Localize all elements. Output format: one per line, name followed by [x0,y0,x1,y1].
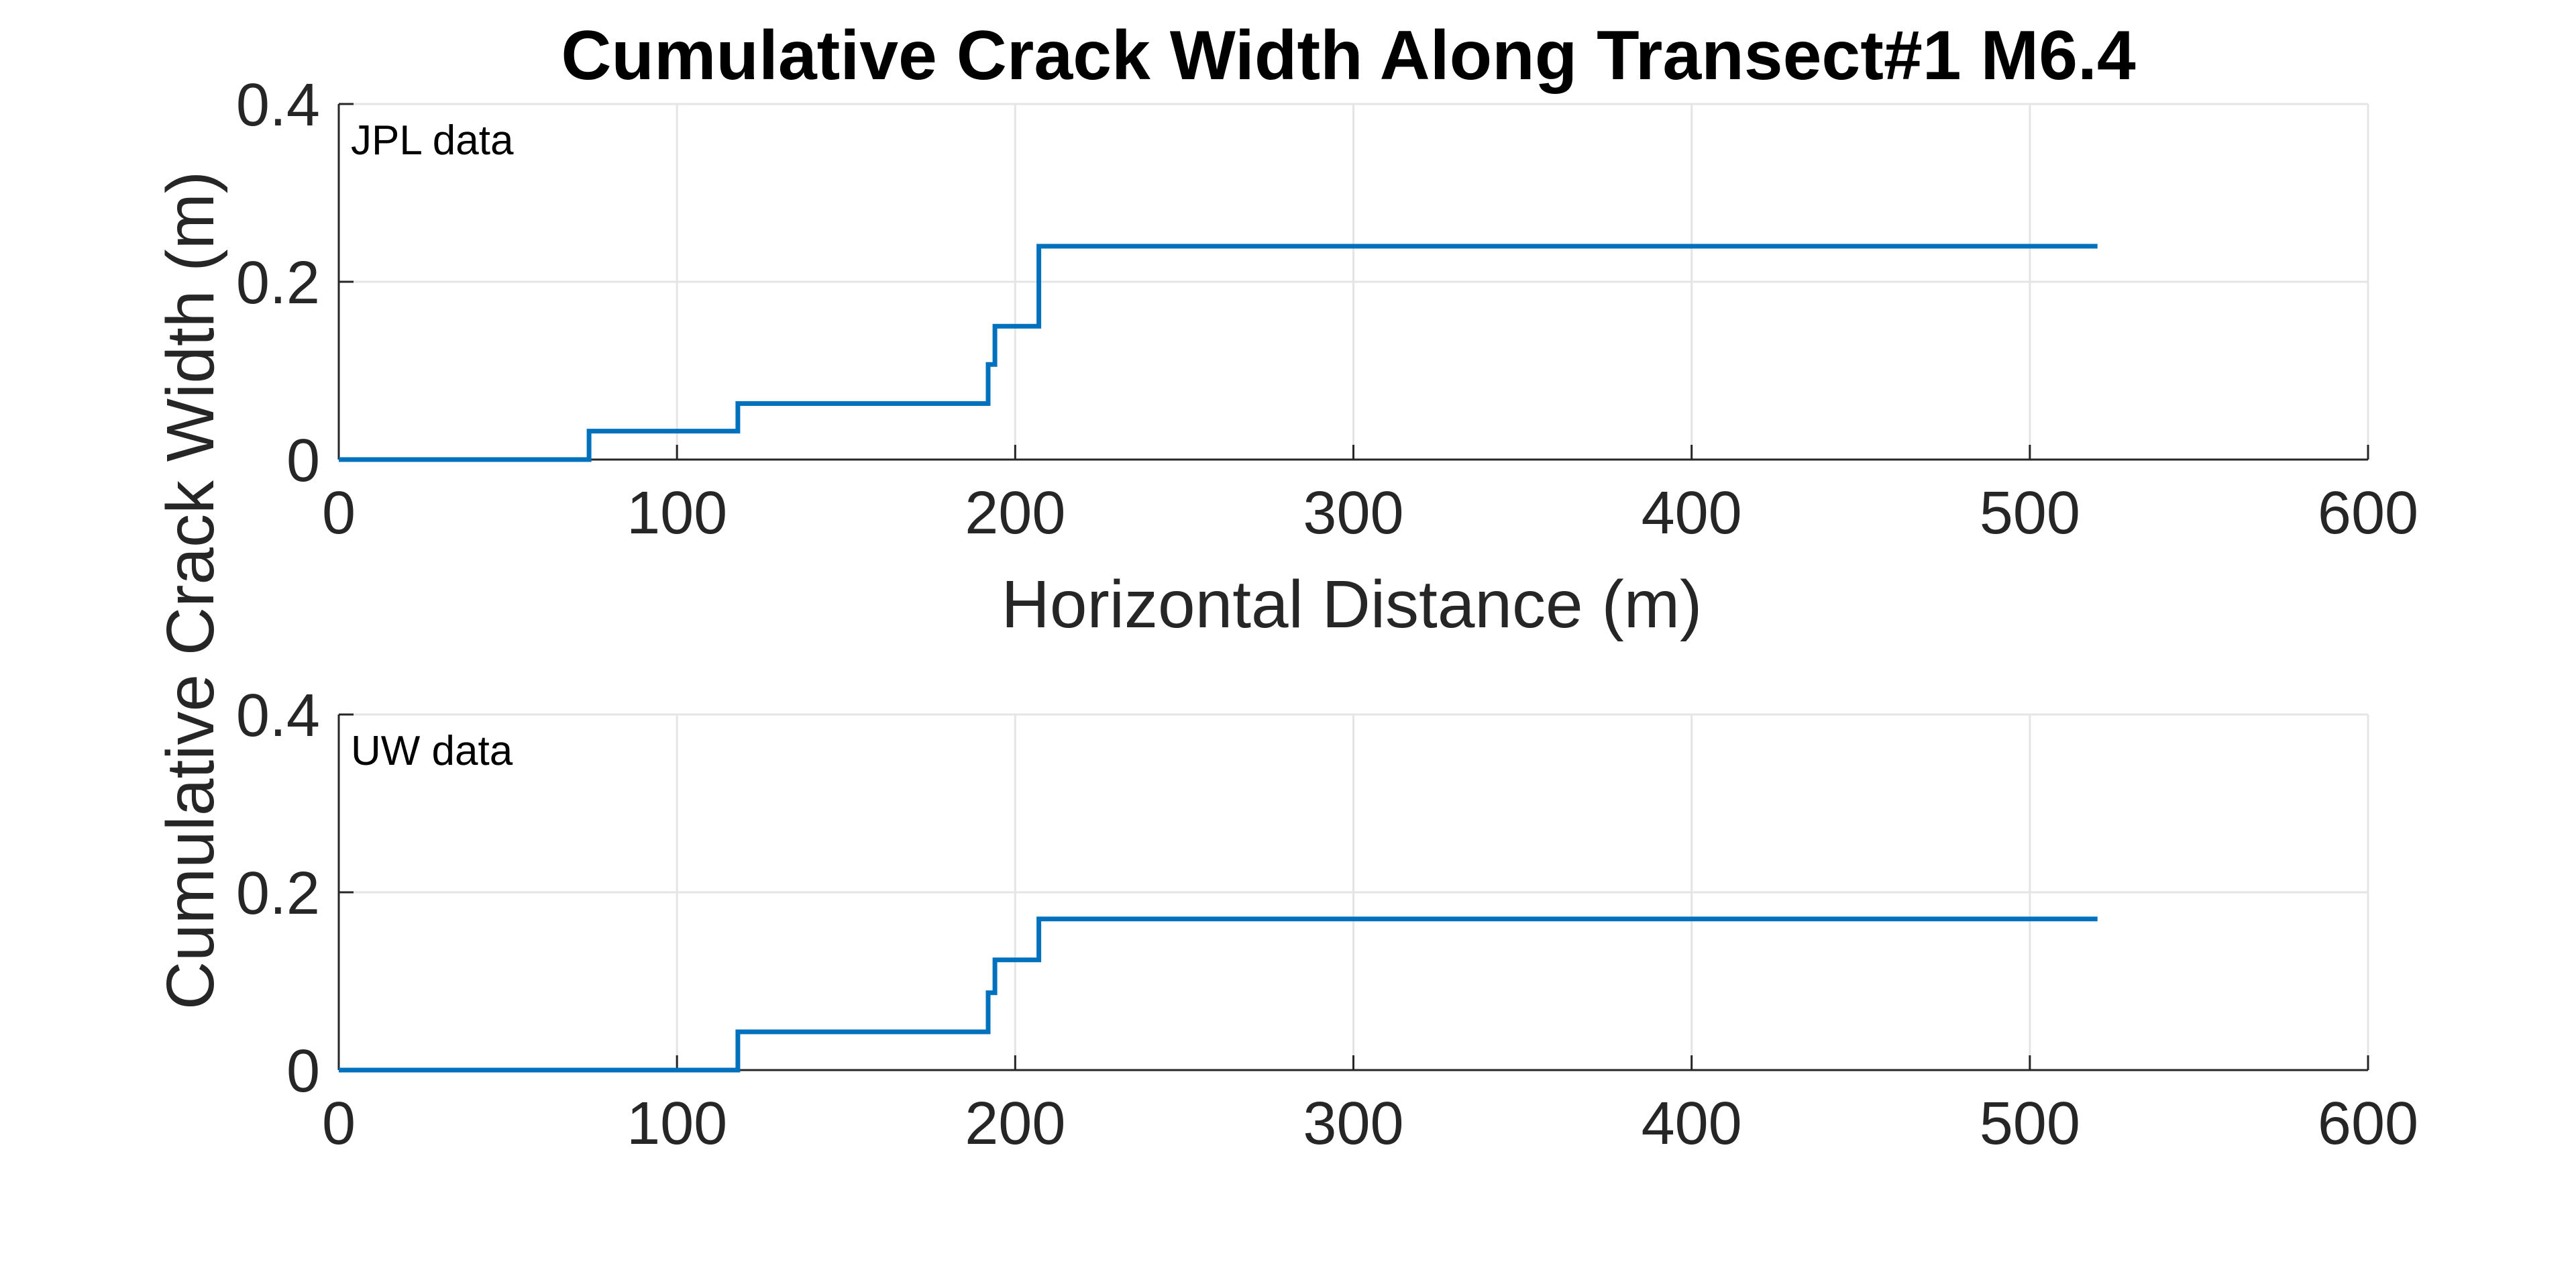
x-tick-label: 200 [965,480,1065,547]
x-tick-label: 100 [627,480,727,547]
x-tick-label: 500 [1980,1090,2080,1157]
chart-title: Cumulative Crack Width Along Transect#1 … [561,17,2136,95]
y-tick-label: 0.2 [236,860,320,927]
panel-jpl: 0 100 200 300 400 500 600 0 0.2 0.4 JPL data [236,72,2418,547]
x-tick-label: 600 [2318,1090,2418,1157]
panel-annotation: JPL data [351,117,514,164]
y-tick-label: 0 [286,1038,320,1105]
series-line [339,244,2098,462]
x-tick-label: 300 [1303,1090,1403,1157]
x-tick-label: 0 [322,480,356,547]
x-tick-label: 0 [322,1090,356,1157]
x-tick-label: 300 [1303,480,1403,547]
x-tick-label: 400 [1642,1090,1742,1157]
y-tick-label: 0.4 [236,72,320,139]
panel-annotation: UW data [351,728,513,774]
panel-uw: 0 100 200 300 400 500 600 0 0.2 0.4 UW data [236,682,2418,1157]
y-tick-label: 0.2 [236,250,320,317]
x-tick-label: 100 [627,1090,727,1157]
y-axis-label: Cumulative Crack Width (m) [153,171,228,1010]
series-line [339,916,2098,1073]
x-tick-label: 600 [2318,480,2418,547]
x-tick-label: 500 [1980,480,2080,547]
x-tick-label: 400 [1642,480,1742,547]
x-tick-label: 200 [965,1090,1065,1157]
x-axis-label-top: Horizontal Distance (m) [1002,567,1703,642]
y-tick-label: 0 [286,427,320,494]
y-tick-label: 0.4 [236,682,320,749]
